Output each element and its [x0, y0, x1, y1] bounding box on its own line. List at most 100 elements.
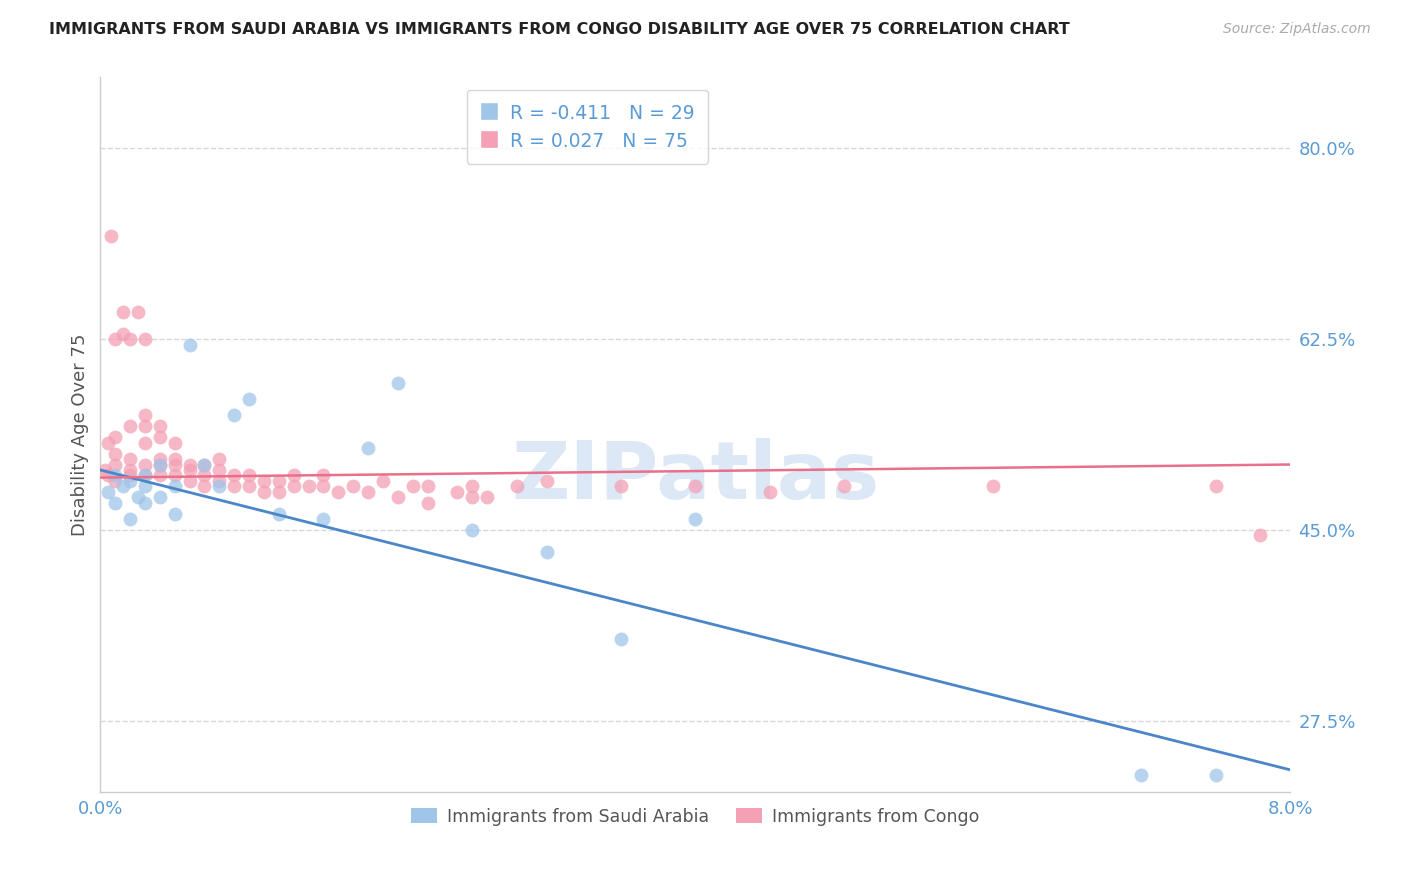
Point	[111, 326, 134, 341]
Point	[104, 458, 127, 472]
Point	[134, 409, 156, 423]
Point	[97, 435, 120, 450]
Point	[536, 474, 558, 488]
Text: ZIPatlas: ZIPatlas	[512, 438, 879, 516]
Point	[149, 468, 172, 483]
Point	[193, 458, 215, 472]
Point	[104, 430, 127, 444]
Point	[127, 490, 149, 504]
Point	[224, 479, 246, 493]
Point	[100, 228, 122, 243]
Legend: Immigrants from Saudi Arabia, Immigrants from Congo: Immigrants from Saudi Arabia, Immigrants…	[402, 799, 988, 834]
Point	[111, 305, 134, 319]
Point	[297, 479, 319, 493]
Point	[267, 484, 290, 499]
Point	[149, 419, 172, 434]
Point	[120, 452, 142, 467]
Point	[461, 523, 484, 537]
Point	[134, 435, 156, 450]
Point	[163, 435, 186, 450]
Point	[312, 479, 335, 493]
Point	[208, 479, 231, 493]
Point	[371, 474, 394, 488]
Point	[163, 479, 186, 493]
Point	[357, 441, 380, 455]
Point	[149, 452, 172, 467]
Point	[97, 484, 120, 499]
Point	[104, 447, 127, 461]
Point	[208, 474, 231, 488]
Point	[134, 468, 156, 483]
Point	[1130, 768, 1153, 782]
Point	[134, 419, 156, 434]
Point	[208, 463, 231, 477]
Point	[446, 484, 468, 499]
Point	[193, 468, 215, 483]
Point	[461, 479, 484, 493]
Point	[149, 458, 172, 472]
Point	[342, 479, 364, 493]
Point	[357, 484, 380, 499]
Point	[104, 474, 127, 488]
Y-axis label: Disability Age Over 75: Disability Age Over 75	[72, 334, 89, 536]
Point	[461, 490, 484, 504]
Point	[267, 507, 290, 521]
Point	[253, 484, 276, 499]
Point	[134, 332, 156, 346]
Point	[224, 468, 246, 483]
Point	[1249, 528, 1271, 542]
Point	[104, 468, 127, 483]
Point	[267, 474, 290, 488]
Point	[134, 496, 156, 510]
Point	[1205, 479, 1227, 493]
Point	[120, 463, 142, 477]
Point	[163, 507, 186, 521]
Point	[312, 512, 335, 526]
Point	[475, 490, 498, 504]
Point	[120, 332, 142, 346]
Point	[149, 430, 172, 444]
Text: Source: ZipAtlas.com: Source: ZipAtlas.com	[1223, 22, 1371, 37]
Point	[253, 474, 276, 488]
Point	[120, 419, 142, 434]
Point	[134, 479, 156, 493]
Point	[193, 479, 215, 493]
Point	[387, 490, 409, 504]
Point	[238, 479, 260, 493]
Point	[149, 458, 172, 472]
Point	[416, 479, 439, 493]
Point	[758, 484, 780, 499]
Point	[610, 632, 633, 646]
Point	[127, 305, 149, 319]
Point	[104, 496, 127, 510]
Point	[179, 463, 201, 477]
Point	[238, 392, 260, 406]
Point	[179, 337, 201, 351]
Point	[163, 458, 186, 472]
Point	[328, 484, 350, 499]
Point	[416, 496, 439, 510]
Point	[238, 468, 260, 483]
Point	[283, 468, 305, 483]
Point	[134, 468, 156, 483]
Point	[506, 479, 529, 493]
Point	[283, 479, 305, 493]
Point	[402, 479, 425, 493]
Point	[1205, 768, 1227, 782]
Point	[104, 332, 127, 346]
Point	[224, 409, 246, 423]
Point	[208, 452, 231, 467]
Point	[94, 463, 117, 477]
Point	[120, 474, 142, 488]
Point	[179, 458, 201, 472]
Point	[134, 458, 156, 472]
Point	[683, 479, 706, 493]
Point	[981, 479, 1004, 493]
Point	[832, 479, 855, 493]
Point	[312, 468, 335, 483]
Point	[163, 468, 186, 483]
Point	[179, 474, 201, 488]
Point	[120, 468, 142, 483]
Point	[193, 458, 215, 472]
Point	[536, 545, 558, 559]
